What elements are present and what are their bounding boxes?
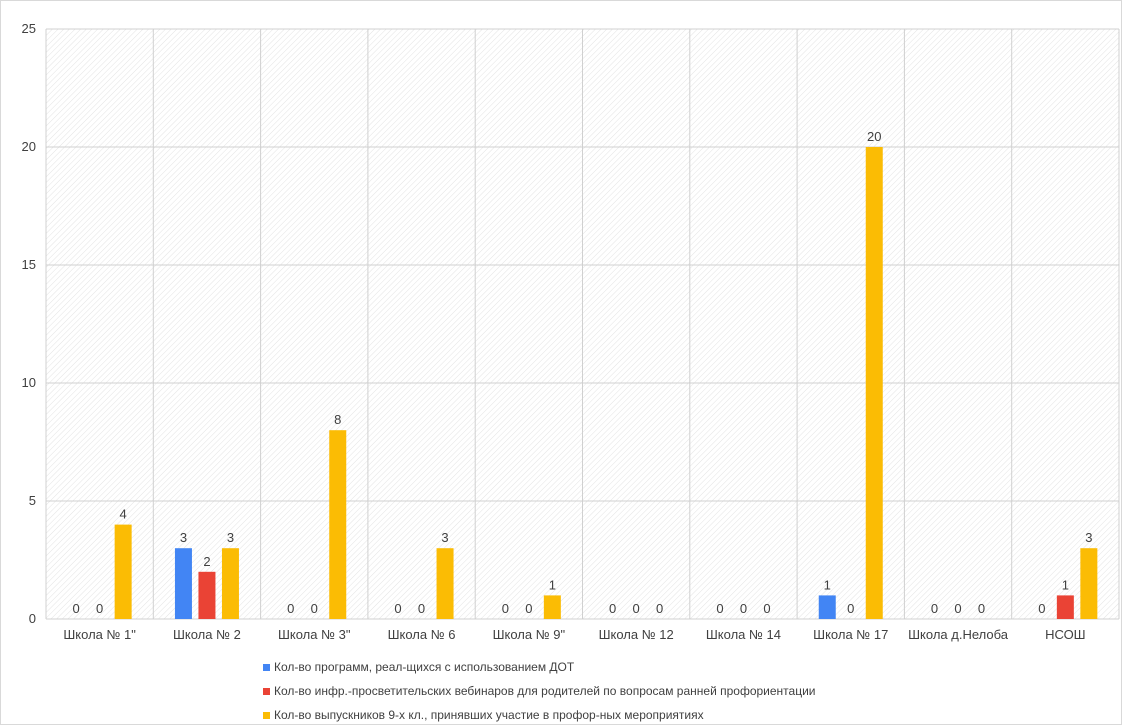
data-label: 0 bbox=[978, 601, 985, 616]
bar bbox=[818, 595, 836, 619]
data-label: 0 bbox=[931, 601, 938, 616]
data-label: 0 bbox=[656, 601, 663, 616]
x-category-label: Школа № 14 bbox=[706, 627, 781, 642]
y-tick-label: 10 bbox=[22, 375, 36, 390]
bar bbox=[436, 548, 454, 619]
data-label: 1 bbox=[824, 577, 831, 592]
bars bbox=[114, 147, 1098, 619]
data-label: 0 bbox=[525, 601, 532, 616]
data-label: 3 bbox=[180, 530, 187, 545]
bar bbox=[114, 524, 132, 619]
bar bbox=[174, 548, 192, 619]
data-label: 0 bbox=[763, 601, 770, 616]
data-label: 1 bbox=[549, 577, 556, 592]
data-label: 0 bbox=[740, 601, 747, 616]
data-label: 0 bbox=[287, 601, 294, 616]
data-label: 4 bbox=[120, 507, 127, 522]
legend-swatch-yellow bbox=[263, 711, 270, 719]
data-label: 0 bbox=[954, 601, 961, 616]
data-label: 0 bbox=[502, 601, 509, 616]
data-label: 3 bbox=[227, 530, 234, 545]
bar bbox=[543, 595, 561, 619]
data-label: 0 bbox=[716, 601, 723, 616]
y-tick-label: 5 bbox=[29, 493, 36, 508]
bar bbox=[1056, 595, 1074, 619]
y-tick-label: 25 bbox=[22, 21, 36, 36]
data-label: 0 bbox=[311, 601, 318, 616]
legend-label: Кол-во инфр.-просветительских вебинаров … bbox=[274, 684, 816, 698]
legend-label: Кол-во программ, реал-щихся с использова… bbox=[274, 660, 575, 674]
x-category-label: НСОШ bbox=[1045, 627, 1086, 642]
x-category-label: Школа № 9" bbox=[493, 627, 566, 642]
data-label: 0 bbox=[633, 601, 640, 616]
legend-label: Кол-во выпускников 9-х кл., принявших уч… bbox=[274, 708, 704, 722]
data-label: 3 bbox=[1085, 530, 1092, 545]
bar bbox=[865, 147, 883, 619]
legend-item-graduates: Кол-во выпускников 9-х кл., принявших уч… bbox=[263, 703, 816, 727]
bar bbox=[221, 548, 239, 619]
data-label: 0 bbox=[73, 601, 80, 616]
data-label: 2 bbox=[203, 554, 210, 569]
x-category-label: Школа № 3" bbox=[278, 627, 351, 642]
x-category-label: Школа № 6 bbox=[388, 627, 456, 642]
legend-item-webinars: Кол-во инфр.-просветительских вебинаров … bbox=[263, 679, 816, 703]
data-label: 0 bbox=[418, 601, 425, 616]
data-label: 1 bbox=[1062, 577, 1069, 592]
x-axis: Школа № 1" Школа № 2 Школа № 3" Школа № 6 Шк… bbox=[63, 627, 1085, 642]
y-tick-label: 15 bbox=[22, 257, 36, 272]
y-tick-label: 20 bbox=[22, 139, 36, 154]
bar bbox=[329, 430, 347, 619]
x-category-label: Школа № 17 bbox=[813, 627, 888, 642]
bar bbox=[1080, 548, 1098, 619]
bar bbox=[198, 571, 216, 619]
gridlines bbox=[45, 28, 1120, 620]
y-axis: 0 5 10 15 20 25 bbox=[22, 21, 36, 626]
data-label: 20 bbox=[867, 129, 881, 144]
legend-swatch-red bbox=[263, 687, 270, 695]
data-label: 0 bbox=[96, 601, 103, 616]
y-tick-label: 0 bbox=[29, 611, 36, 626]
data-label: 8 bbox=[334, 412, 341, 427]
data-label: 0 bbox=[394, 601, 401, 616]
x-category-label: Школа № 1" bbox=[63, 627, 136, 642]
data-label: 3 bbox=[441, 530, 448, 545]
x-category-label: Школа д.Нелоба bbox=[908, 627, 1009, 642]
legend-swatch-blue bbox=[263, 663, 270, 671]
x-category-label: Школа № 2 bbox=[173, 627, 241, 642]
legend-item-dot-programs: Кол-во программ, реал-щихся с использова… bbox=[263, 655, 816, 679]
x-category-label: Школа № 12 bbox=[599, 627, 674, 642]
legend: Кол-во программ, реал-щихся с использова… bbox=[263, 655, 816, 727]
data-label: 0 bbox=[609, 601, 616, 616]
data-label: 0 bbox=[1038, 601, 1045, 616]
data-label: 0 bbox=[847, 601, 854, 616]
